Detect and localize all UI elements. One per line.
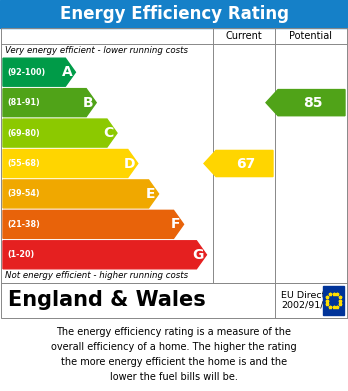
Text: Not energy efficient - higher running costs: Not energy efficient - higher running co… <box>5 271 188 280</box>
Polygon shape <box>3 149 138 178</box>
Text: Very energy efficient - lower running costs: Very energy efficient - lower running co… <box>5 46 188 55</box>
Text: (39-54): (39-54) <box>7 189 40 198</box>
Polygon shape <box>3 58 76 86</box>
Text: (69-80): (69-80) <box>7 129 40 138</box>
Polygon shape <box>3 210 183 239</box>
Bar <box>1 283 347 318</box>
Text: A: A <box>62 65 72 79</box>
Text: EU Directive: EU Directive <box>281 291 340 300</box>
Polygon shape <box>204 151 273 177</box>
Polygon shape <box>3 119 117 147</box>
Polygon shape <box>266 90 345 116</box>
Polygon shape <box>3 180 159 208</box>
Text: (21-38): (21-38) <box>7 220 40 229</box>
Bar <box>323 286 344 315</box>
Text: E: E <box>146 187 156 201</box>
Polygon shape <box>3 89 96 117</box>
Text: 2002/91/EC: 2002/91/EC <box>281 301 336 310</box>
Text: The energy efficiency rating is a measure of the
overall efficiency of a home. T: The energy efficiency rating is a measur… <box>51 327 297 382</box>
Text: D: D <box>123 156 135 170</box>
Polygon shape <box>3 241 206 269</box>
Bar <box>0 0 348 28</box>
Text: Energy Efficiency Rating: Energy Efficiency Rating <box>60 5 288 23</box>
Text: (81-91): (81-91) <box>7 98 40 107</box>
Text: 85: 85 <box>303 96 322 109</box>
Text: 67: 67 <box>236 156 256 170</box>
Text: B: B <box>82 96 93 109</box>
Text: Current: Current <box>226 31 262 41</box>
Text: G: G <box>192 248 204 262</box>
Text: (92-100): (92-100) <box>7 68 45 77</box>
Text: (1-20): (1-20) <box>7 250 34 259</box>
Text: F: F <box>171 217 181 231</box>
Text: England & Wales: England & Wales <box>8 291 206 310</box>
Text: Potential: Potential <box>289 31 332 41</box>
Text: C: C <box>104 126 114 140</box>
Bar <box>1 28 347 283</box>
Text: (55-68): (55-68) <box>7 159 40 168</box>
